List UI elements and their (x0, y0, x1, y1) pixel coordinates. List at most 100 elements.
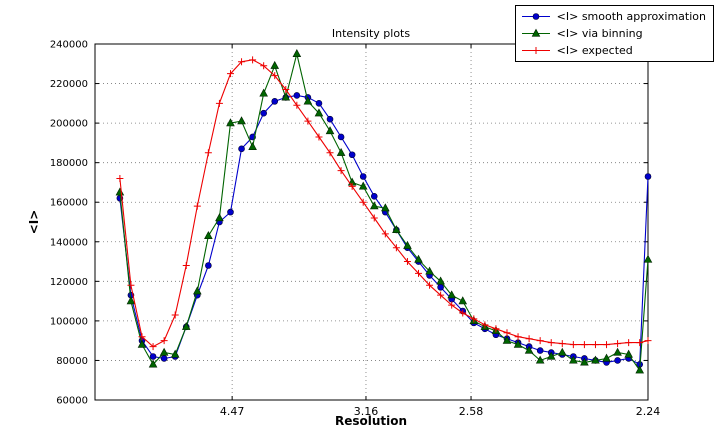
circle-marker (293, 92, 301, 99)
triangle-marker (314, 108, 324, 117)
legend-label: <I> expected (556, 44, 633, 57)
circle-marker (348, 151, 356, 159)
triangle-marker (580, 357, 589, 366)
plus-marker (392, 244, 400, 252)
plus-marker (160, 337, 168, 345)
plus-marker (149, 343, 157, 351)
plus-marker (492, 325, 500, 333)
triangle-marker (546, 351, 556, 360)
plus-marker (580, 341, 588, 349)
plus-marker (532, 47, 540, 54)
x-tick-label: 4.47 (220, 405, 245, 418)
triangle-marker (115, 187, 125, 196)
plus-marker (591, 341, 599, 349)
triangle-marker (403, 240, 412, 249)
triangle-marker (524, 345, 534, 354)
triangle-marker (193, 286, 202, 295)
x-tick-label: 2.24 (636, 405, 661, 418)
y-tick-label: 220000 (50, 79, 88, 90)
circle-marker (160, 355, 168, 362)
triangle-marker (292, 49, 302, 57)
triangle-marker (270, 60, 280, 69)
plus-marker (271, 72, 279, 80)
plus-marker (238, 58, 246, 66)
triangle-marker (535, 355, 545, 364)
triangle-marker (303, 96, 313, 105)
plus-marker (415, 269, 423, 277)
triangle-marker (358, 181, 368, 190)
plus-marker (470, 315, 478, 323)
circle-marker (205, 262, 212, 269)
circle-marker (359, 173, 367, 180)
plus-marker (426, 281, 434, 289)
legend-item-binning: <I> via binning (520, 25, 706, 42)
series-line-expected (119, 59, 649, 348)
plus-marker (359, 198, 367, 206)
triangle-marker (215, 213, 224, 222)
plus-marker (127, 281, 135, 289)
plus-marker (326, 149, 334, 157)
plus-marker (644, 337, 652, 345)
plus-marker (459, 309, 467, 317)
y-tick-label: 180000 (50, 158, 88, 169)
plus-marker (348, 182, 356, 190)
circle-marker (532, 13, 539, 20)
plus-marker (116, 174, 124, 182)
plus-marker (204, 149, 212, 157)
plus-marker (315, 133, 323, 141)
plus-marker (481, 321, 489, 329)
y-axis-label: <I> (27, 210, 41, 235)
plus-marker (171, 311, 179, 319)
plus-marker (448, 301, 456, 309)
triangle-marker (248, 142, 257, 150)
circle-marker (437, 283, 444, 291)
triangle-marker (513, 339, 523, 348)
plus-marker (282, 85, 290, 93)
triangle-marker (159, 347, 169, 356)
triangle-marker (569, 355, 578, 364)
circle-marker (315, 100, 323, 107)
circle-marker (536, 347, 544, 354)
plus-marker (337, 167, 345, 175)
y-tick-label: 200000 (50, 119, 88, 130)
plus-marker (614, 340, 622, 348)
circle-marker (238, 145, 245, 153)
y-tick-label: 100000 (50, 316, 88, 327)
circle-marker (227, 208, 234, 216)
legend: <I> smooth approximation <I> via binning <… (514, 5, 714, 62)
legend-item-expected: <I> expected (520, 42, 706, 59)
plus-marker (547, 339, 555, 347)
series-line-smooth (119, 94, 649, 366)
plus-marker (138, 333, 146, 341)
triangle-marker (624, 349, 633, 358)
plus-marker (569, 341, 577, 349)
circle-marker-icon (521, 13, 550, 20)
plus-marker (558, 340, 566, 348)
triangle-marker (425, 266, 434, 275)
triangle-marker (591, 355, 600, 364)
plus-marker (249, 56, 257, 64)
triangle-marker (170, 349, 180, 358)
triangle-marker (369, 201, 379, 210)
plus-marker (304, 117, 312, 125)
triangle-marker (643, 254, 653, 263)
triangle-marker (414, 254, 423, 263)
plus-marker (182, 262, 190, 270)
triangle-marker-icon (521, 28, 550, 37)
triangle-marker (531, 28, 540, 37)
triangle-marker (325, 126, 335, 135)
circle-marker (271, 98, 279, 105)
triangle-marker (259, 88, 268, 97)
circle-marker (326, 115, 334, 123)
x-axis-label: Resolution (335, 414, 407, 428)
plus-marker-icon (521, 47, 550, 54)
triangle-marker (181, 321, 191, 330)
plus-marker (636, 339, 644, 347)
plus-marker (293, 101, 301, 109)
triangle-marker (502, 335, 512, 344)
plus-marker (503, 329, 511, 337)
legend-item-smooth: <I> smooth approximation (520, 8, 706, 25)
series-layer (115, 49, 653, 374)
